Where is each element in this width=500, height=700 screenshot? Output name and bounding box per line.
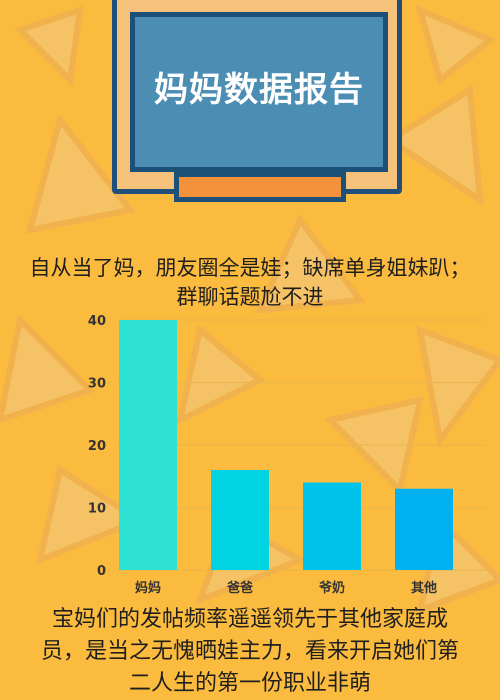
board-tray — [174, 172, 346, 202]
outro-caption: 宝妈们的发帖频率遥遥领先于其他家庭成员，是当之无愧晒娃主力，看来开启她们第二人生… — [40, 607, 459, 696]
bar — [303, 482, 361, 570]
bar-chart: 0 10 20 30 40 妈妈 爸爸 爷奶 其他 — [88, 314, 486, 596]
y-tick-label: 30 — [88, 377, 106, 392]
y-tick-label: 0 — [97, 564, 106, 579]
x-tick-label: 妈妈 — [135, 580, 161, 596]
x-tick-label: 爸爸 — [226, 580, 253, 596]
bar — [119, 320, 177, 570]
y-tick-label: 20 — [88, 439, 106, 454]
header-screen — [130, 12, 388, 172]
page-title: 妈妈数据报告 — [154, 70, 364, 110]
x-tick-label: 其他 — [411, 580, 437, 596]
x-tick-label: 爷奶 — [319, 580, 345, 596]
y-tick-label: 10 — [88, 502, 106, 517]
bar — [211, 470, 269, 570]
bar — [395, 488, 453, 570]
intro-caption: 自从当了妈，朋友圈全是娃；缺席单身姐妹趴；群聊话题尬不进 — [29, 256, 471, 309]
y-tick-label: 40 — [88, 314, 106, 329]
